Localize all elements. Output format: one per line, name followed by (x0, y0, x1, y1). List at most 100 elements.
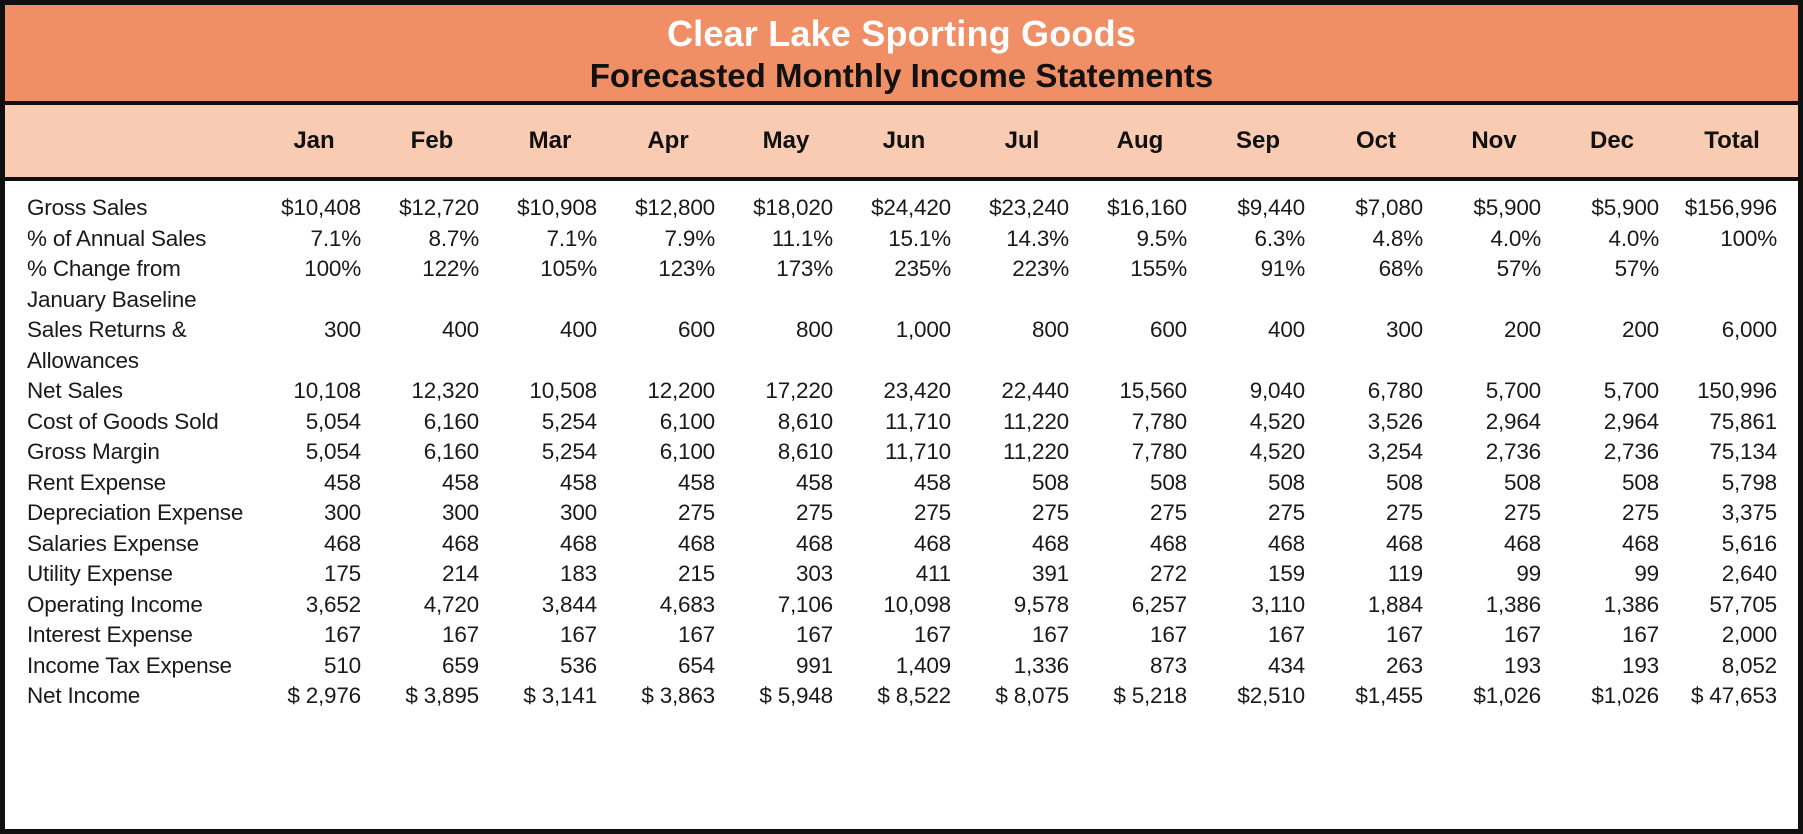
column-header-sep: Sep (1199, 105, 1317, 181)
cell-value: 167 (914, 622, 951, 647)
cell-value: $ 47,653 (1691, 683, 1777, 708)
cell-value: $12,720 (399, 195, 479, 220)
cell-value: 991 (796, 652, 833, 678)
cell-value: 468 (324, 530, 361, 556)
cell-value: 508 (1622, 469, 1659, 495)
cell-value: 4,520 (1249, 408, 1306, 434)
cell-value: 99 (1516, 561, 1541, 586)
cell-value: 9,040 (1249, 378, 1306, 403)
cell-value: 1,386 (1485, 591, 1542, 617)
cell-value: 300 (324, 500, 361, 525)
cell-value: 400 (560, 317, 597, 342)
cell-value: 458 (560, 469, 597, 495)
row-label: Operating Income (27, 591, 203, 617)
cell-value: 23,420 (883, 378, 951, 403)
cell-value: $ 8,075 (995, 683, 1069, 708)
cell-value: 7,780 (1131, 408, 1188, 434)
cell-value: 105% (540, 256, 597, 281)
row-label-header (5, 105, 255, 181)
cell-value: 7.1% (310, 225, 362, 251)
cell-value: $12,800 (635, 195, 715, 220)
column-header-nov: Nov (1435, 105, 1553, 181)
cell-value: 193 (1622, 652, 1659, 678)
cell-value: 5,798 (1721, 469, 1778, 495)
cell-value: 600 (678, 317, 715, 342)
cell-value: 10,508 (529, 378, 597, 403)
cell-value: 272 (1150, 561, 1187, 586)
cell-value: 800 (1032, 317, 1069, 342)
column-header-feb: Feb (373, 105, 491, 181)
cell-value: 468 (678, 530, 715, 556)
cell-value: $ 2,976 (287, 683, 361, 708)
cell-value: 3,375 (1721, 500, 1778, 525)
cell-value: 873 (1150, 652, 1187, 678)
cell-value: 200 (1504, 317, 1541, 342)
cell-value: 468 (1032, 530, 1069, 556)
cell-value: 214 (442, 561, 479, 586)
cell-value: $1,026 (1473, 683, 1541, 708)
row-label: Gross Sales (27, 195, 148, 220)
cell-value: 57,705 (1709, 591, 1777, 617)
row-label: Salaries Expense (27, 530, 199, 556)
cell-value: $ 5,948 (759, 683, 833, 708)
table-row: Operating Income 3,652 4,720 3,844 4,683 7,10… (5, 590, 1798, 621)
statement-title: Forecasted Monthly Income Statements (589, 57, 1214, 94)
column-header-total: Total (1671, 105, 1798, 181)
cell-value: 3,526 (1367, 408, 1424, 434)
cell-value: 159 (1268, 561, 1305, 586)
cell-value: 167 (442, 622, 479, 647)
cell-value: 300 (560, 500, 597, 525)
cell-value: 458 (796, 469, 833, 495)
cell-value: 11,710 (885, 408, 951, 434)
cell-value: $ 8,522 (877, 683, 951, 708)
cell-value: 8,610 (777, 439, 834, 464)
cell-value: 468 (1622, 530, 1659, 556)
cell-value: 4,683 (659, 591, 716, 617)
cell-value: 167 (1504, 622, 1541, 647)
cell-value: $7,080 (1355, 195, 1423, 220)
cell-value: $ 3,895 (405, 683, 479, 708)
cell-value: 11,710 (885, 439, 951, 464)
cell-value: 434 (1268, 652, 1305, 678)
cell-value: 68% (1378, 256, 1424, 281)
cell-value: 275 (1622, 500, 1659, 525)
cell-value: 508 (1268, 469, 1305, 495)
cell-value: 5,254 (541, 408, 598, 434)
cell-value: 167 (324, 622, 361, 647)
cell-value: 3,254 (1367, 439, 1424, 464)
cell-value: 4,720 (423, 591, 480, 617)
cell-value: 275 (1386, 500, 1423, 525)
cell-value: $ 3,863 (641, 683, 715, 708)
table-row: Utility Expense 175 214 183 215 303 411 391 272 1… (5, 559, 1798, 590)
cell-value: 3,844 (541, 591, 598, 617)
cell-value: 200 (1622, 317, 1659, 342)
cell-value: 411 (915, 561, 951, 586)
row-label: Gross Margin (27, 439, 160, 464)
cell-value: 9.5% (1136, 225, 1188, 251)
cell-value: 468 (442, 530, 479, 556)
cell-value: 7.1% (546, 225, 598, 251)
cell-value: 57% (1496, 256, 1542, 281)
cell-value: 75,861 (1709, 408, 1777, 434)
table-row: Gross Margin 5,054 6,160 5,254 6,100 8,610 11,… (5, 437, 1798, 468)
cell-value: 300 (442, 500, 479, 525)
cell-value: 5,616 (1721, 530, 1778, 556)
cell-value: $5,900 (1591, 195, 1659, 220)
cell-value: 167 (1150, 622, 1187, 647)
cell-value: $2,510 (1237, 683, 1305, 708)
cell-value: 122% (422, 256, 479, 281)
table-row: Depreciation Expense 300 300 300 275 275 275 27… (5, 498, 1798, 529)
row-label: Rent Expense (27, 469, 166, 495)
cell-value: 100% (1720, 225, 1777, 251)
cell-value: $156,996 (1684, 195, 1777, 220)
cell-value: 508 (1504, 469, 1541, 495)
cell-value: 458 (442, 469, 479, 495)
cell-value: 300 (1386, 317, 1423, 342)
cell-value: 1,386 (1603, 591, 1660, 617)
table-row: Gross Sales $10,408 $12,720 $10,908 $12,800 $… (5, 179, 1798, 224)
table-row: % Change from January Baseline 100% 122% 10… (5, 254, 1798, 315)
cell-value: 2,000 (1721, 622, 1778, 647)
cell-value: 275 (1150, 500, 1187, 525)
cell-value: 17,220 (765, 378, 833, 403)
cell-value: 5,054 (305, 408, 362, 434)
